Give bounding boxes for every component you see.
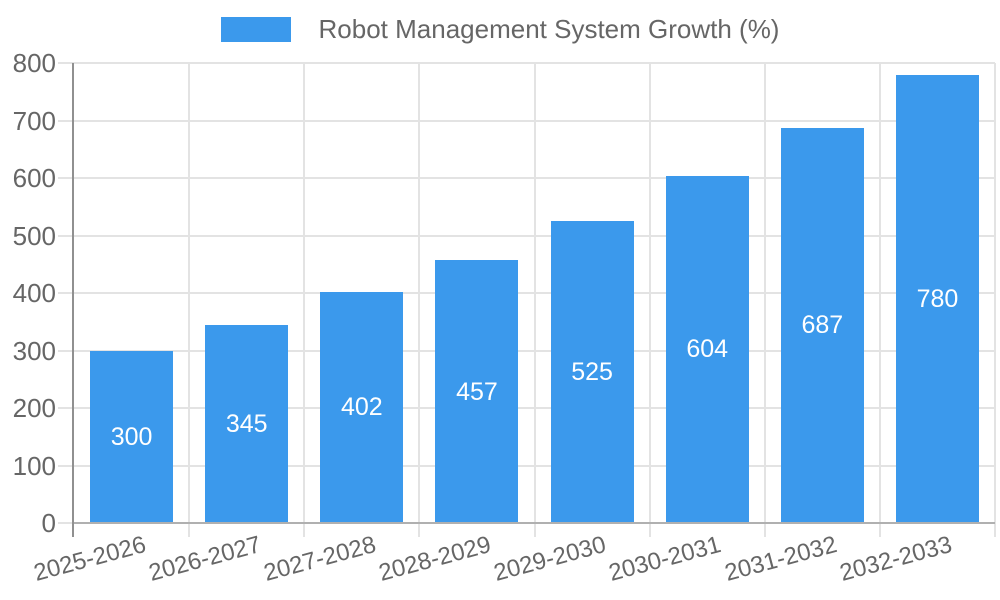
y-axis-line — [72, 63, 74, 537]
bar-value-label: 525 — [571, 358, 613, 387]
bar-value-label: 687 — [801, 311, 844, 340]
y-gridline — [58, 464, 995, 467]
y-gridline — [58, 234, 995, 237]
x-gridline — [648, 63, 651, 537]
y-axis-tick-label: 300 — [12, 335, 56, 366]
x-gridline — [878, 63, 881, 537]
x-axis-tick-label: 2028-2029 — [376, 531, 494, 587]
x-axis-tick-label: 2027-2028 — [260, 531, 379, 587]
bar-value-label: 780 — [916, 284, 959, 313]
bar-value-label: 345 — [225, 409, 268, 438]
bar-2031-2032 — [780, 127, 864, 523]
x-gridline — [188, 63, 191, 537]
bar-2027-2028 — [320, 291, 404, 523]
y-gridline — [58, 119, 995, 122]
y-axis-tick-label: 400 — [12, 278, 56, 308]
legend-swatch — [220, 16, 291, 42]
x-gridline — [303, 63, 306, 537]
bar-2030-2031 — [665, 175, 749, 523]
x-gridline — [533, 63, 536, 537]
bar-value-label: 300 — [110, 422, 153, 451]
y-axis-tick-label: 800 — [12, 48, 56, 78]
bar-2032-2033 — [895, 74, 979, 523]
x-gridline — [763, 63, 766, 537]
y-axis-tick-label: 700 — [12, 105, 56, 136]
legend-item[interactable]: Robot Management System Growth (%) — [0, 14, 1000, 44]
y-axis-tick-label: 0 — [41, 508, 56, 538]
y-gridline — [58, 407, 995, 409]
x-axis-tick-label: 2026-2027 — [145, 531, 264, 587]
bar-value-label: 402 — [340, 393, 383, 422]
y-axis-tick-label: 500 — [12, 220, 56, 251]
y-axis-tick-label: 200 — [12, 393, 56, 423]
y-gridline — [58, 177, 995, 179]
y-gridline — [58, 292, 995, 294]
x-axis-tick-label: 2030-2031 — [606, 531, 725, 587]
x-axis-tick-label: 2029-2030 — [491, 531, 610, 587]
y-axis-tick-label: 600 — [12, 163, 56, 193]
x-gridline — [418, 63, 421, 537]
y-gridline — [58, 349, 995, 352]
x-gridline — [994, 63, 996, 537]
x-axis-line — [74, 522, 995, 524]
bar-value-label: 457 — [456, 377, 498, 406]
y-gridline — [58, 62, 995, 64]
x-axis-tick-label: 2025-2026 — [30, 531, 149, 587]
bar-2028-2029 — [435, 260, 519, 523]
bar-2025-2026 — [90, 350, 174, 523]
y-axis-tick-label: 100 — [12, 450, 56, 481]
bar-2029-2030 — [550, 221, 634, 523]
legend-label: Robot Management System Growth (%) — [318, 14, 780, 44]
x-axis-tick-label: 2031-2032 — [721, 531, 840, 587]
x-axis-tick-label: 2032-2033 — [836, 531, 955, 587]
bar-2026-2027 — [205, 324, 289, 523]
bar-value-label: 604 — [686, 335, 729, 364]
